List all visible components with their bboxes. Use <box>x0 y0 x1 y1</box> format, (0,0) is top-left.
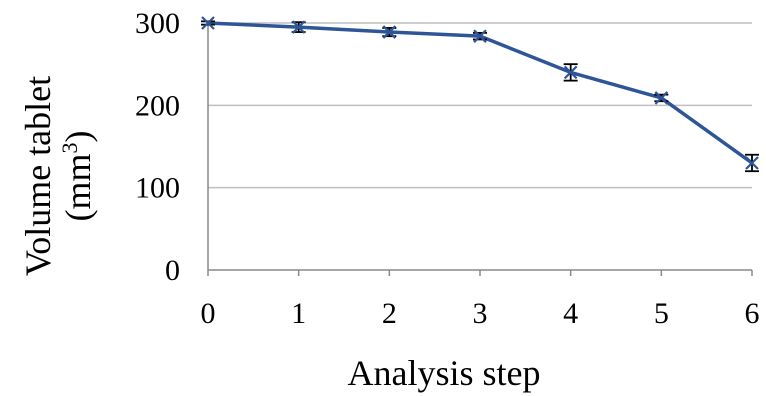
data-point-stroke-b-1 <box>291 20 306 34</box>
x-tick-labels: 0 1 2 3 4 5 6 <box>201 297 760 330</box>
y-axis-unit: (mm3) <box>57 131 98 222</box>
data-point-stroke-b-0 <box>201 16 215 30</box>
x-tick-label-1: 1 <box>291 297 306 330</box>
data-point-3 <box>473 29 487 43</box>
data-point-1 <box>291 20 306 34</box>
series-line <box>207 21 754 165</box>
series-group <box>201 16 759 173</box>
data-point-6 <box>745 156 759 170</box>
y-axis-unit-close: ) <box>58 131 98 143</box>
x-tick-label-5: 5 <box>654 297 669 330</box>
data-point-stroke-b-4 <box>563 65 578 80</box>
data-point-2 <box>382 25 397 39</box>
y-tick-label-300: 300 <box>135 7 180 40</box>
x-tick-label-4: 4 <box>563 297 578 330</box>
y-tick-label-200: 200 <box>135 89 180 122</box>
data-point-5 <box>654 91 669 105</box>
data-point-stroke-b-6 <box>745 156 759 170</box>
data-point-stroke-b-3 <box>473 29 487 43</box>
data-point-4 <box>563 65 578 80</box>
data-point-0 <box>201 16 215 30</box>
y-tick-label-0: 0 <box>165 254 180 287</box>
x-tick-label-2: 2 <box>382 297 397 330</box>
x-tick-label-6: 6 <box>745 297 760 330</box>
x-tick-label-0: 0 <box>201 297 216 330</box>
data-point-stroke-b-5 <box>654 91 669 105</box>
y-axis-title: Volume tablet <box>18 76 58 276</box>
data-point-stroke-b-2 <box>382 25 397 39</box>
y-axis-unit-base: (mm <box>58 154 98 222</box>
y-axis-unit-superscript: 3 <box>57 143 82 154</box>
y-tick-labels: 0 100 200 300 <box>135 7 180 287</box>
y-tick-label-100: 100 <box>135 172 180 205</box>
x-tick-label-3: 3 <box>473 297 488 330</box>
axes <box>207 23 753 276</box>
x-axis-title: Analysis step <box>348 353 541 393</box>
